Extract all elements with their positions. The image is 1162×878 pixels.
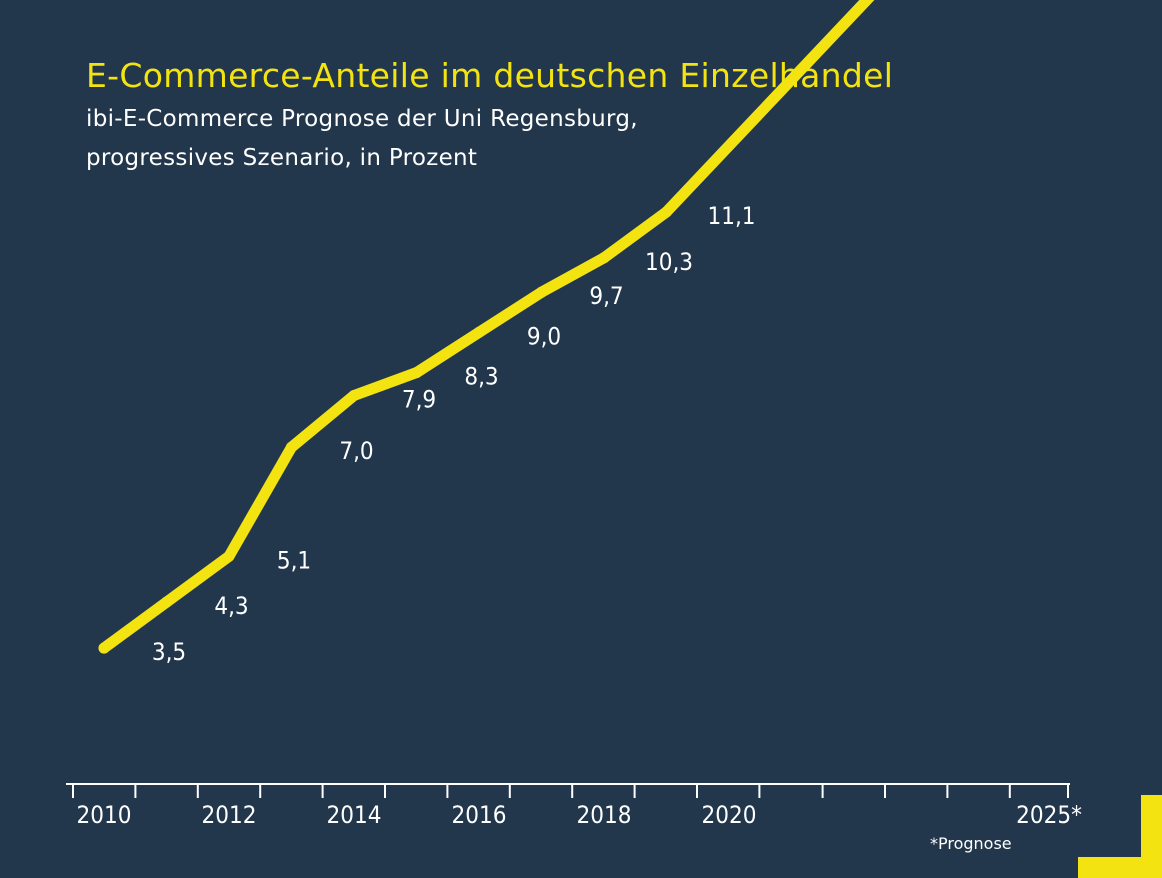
x-tick-label: 2020 [702, 801, 757, 829]
chart-subtitle-line-1: ibi-E-Commerce Prognose der Uni Regensbu… [86, 106, 638, 132]
data-label: 7,9 [402, 386, 436, 414]
data-point [411, 367, 422, 379]
data-label: 10,3 [645, 248, 693, 276]
data-label: 9,0 [527, 322, 561, 350]
data-label: 5,1 [277, 546, 311, 574]
data-point [661, 206, 672, 218]
data-point [348, 390, 360, 402]
data-label: 9,7 [589, 282, 623, 310]
data-label: 7,0 [339, 437, 373, 465]
x-tick-label: 2025* [1016, 801, 1082, 829]
corner-bracket-icon [1078, 795, 1162, 878]
x-tick-label: 2014 [327, 801, 382, 829]
data-label: 8,3 [464, 363, 498, 391]
footnote: *Prognose [930, 834, 1012, 853]
data-point [161, 596, 172, 608]
chart-title: E-Commerce-Anteile im deutschen Einzelha… [86, 56, 894, 95]
data-point [536, 286, 547, 298]
chart-subtitle-line-2: progressives Szenario, in Prozent [86, 145, 478, 171]
data-point [286, 441, 297, 453]
data-label: 11,1 [707, 202, 755, 230]
data-label: 3,5 [152, 638, 186, 666]
x-tick-label: 2016 [452, 801, 507, 829]
data-point [223, 550, 235, 562]
data-point [598, 252, 610, 264]
x-tick-label: 2010 [77, 801, 132, 829]
data-label: 4,3 [214, 592, 248, 620]
series-line [98, 0, 875, 654]
x-tick-label: 2012 [202, 801, 257, 829]
x-tick-label: 2018 [577, 801, 632, 829]
data-point [473, 326, 485, 338]
data-point [98, 642, 110, 654]
